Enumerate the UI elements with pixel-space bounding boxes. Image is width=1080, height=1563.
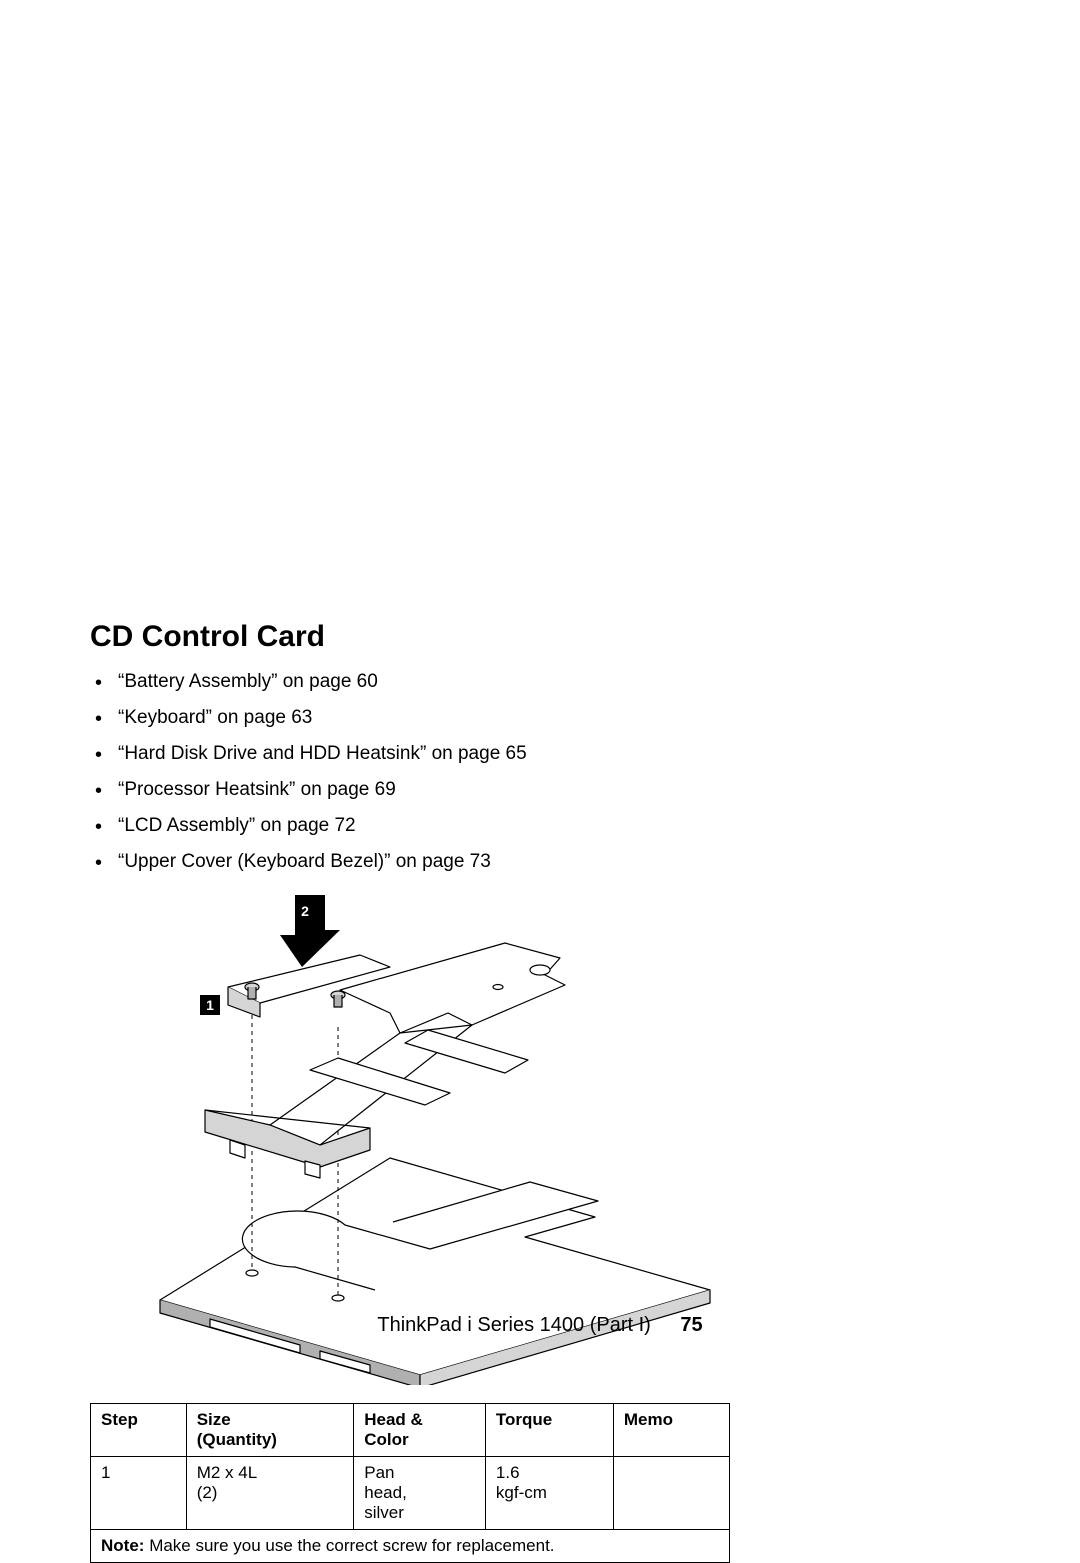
header-size-l2: (Quantity) — [197, 1430, 277, 1449]
list-item: “Keyboard” on page 63 — [118, 700, 790, 736]
header-memo-text: Memo — [624, 1410, 673, 1429]
note-label: Note: — [101, 1536, 144, 1555]
screw-table: Step Size (Quantity) Head & Color Torque… — [90, 1403, 730, 1563]
diagram-svg: 1 2 — [90, 895, 730, 1385]
table-note-row: Note: Make sure you use the correct scre… — [91, 1529, 730, 1562]
cell-size-l1: M2 x 4L — [197, 1463, 257, 1482]
cell-head-l2: head, — [364, 1483, 407, 1502]
page-content: CD Control Card “Battery Assembly” on pa… — [90, 620, 790, 1563]
cell-head: Pan head, silver — [354, 1456, 486, 1529]
cell-torque-l1: 1.6 — [496, 1463, 520, 1482]
header-torque: Torque — [485, 1403, 613, 1456]
page-footer: ThinkPad i Series 1400 (Part I) 75 — [0, 1314, 1080, 1337]
header-memo: Memo — [613, 1403, 729, 1456]
cell-head-l3: silver — [364, 1503, 404, 1522]
cell-torque: 1.6 kgf-cm — [485, 1456, 613, 1529]
table-header-row: Step Size (Quantity) Head & Color Torque… — [91, 1403, 730, 1456]
callout-1-label: 1 — [206, 997, 214, 1013]
footer-book: ThinkPad i Series 1400 (Part I) — [377, 1314, 650, 1336]
cell-memo — [613, 1456, 729, 1529]
note-cell: Note: Make sure you use the correct scre… — [91, 1529, 730, 1562]
footer-page-number: 75 — [680, 1314, 702, 1336]
header-size: Size (Quantity) — [186, 1403, 354, 1456]
header-torque-text: Torque — [496, 1410, 552, 1429]
note-text: Make sure you use the correct screw for … — [149, 1536, 554, 1555]
cell-torque-l2: kgf-cm — [496, 1483, 547, 1502]
cell-size-l2: (2) — [197, 1483, 218, 1502]
list-item: “Processor Heatsink” on page 69 — [118, 772, 790, 808]
cell-step: 1 — [91, 1456, 187, 1529]
header-head: Head & Color — [354, 1403, 486, 1456]
header-step: Step — [91, 1403, 187, 1456]
list-item: “LCD Assembly” on page 72 — [118, 808, 790, 844]
header-head-l2: Color — [364, 1430, 408, 1449]
table-row: 1 M2 x 4L (2) Pan head, silver 1.6 kgf-c… — [91, 1456, 730, 1529]
reference-list: “Battery Assembly” on page 60 “Keyboard”… — [90, 664, 790, 881]
cell-head-l1: Pan — [364, 1463, 394, 1482]
callout-2-label: 2 — [301, 903, 309, 919]
header-step-text: Step — [101, 1410, 138, 1429]
exploded-diagram: 1 2 — [90, 895, 730, 1385]
list-item: “Battery Assembly” on page 60 — [118, 664, 790, 700]
header-size-l1: Size — [197, 1410, 231, 1429]
header-head-l1: Head & — [364, 1410, 423, 1429]
list-item: “Hard Disk Drive and HDD Heatsink” on pa… — [118, 736, 790, 772]
section-heading: CD Control Card — [90, 620, 790, 654]
cell-size: M2 x 4L (2) — [186, 1456, 354, 1529]
list-item: “Upper Cover (Keyboard Bezel)” on page 7… — [118, 844, 790, 880]
